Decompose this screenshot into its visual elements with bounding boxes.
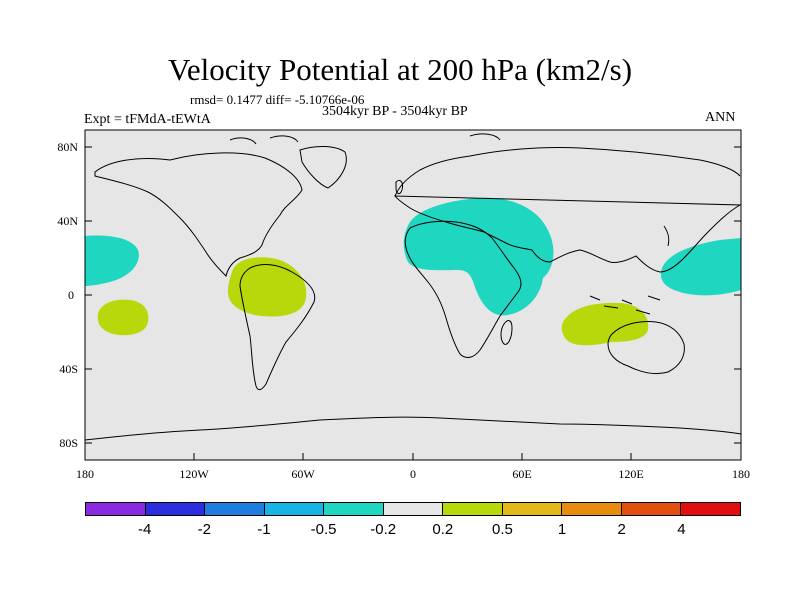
- cyan-region-west-pacific: [660, 238, 741, 296]
- colorbar-label: -0.2: [370, 521, 397, 538]
- colorbar-box-2: [205, 503, 265, 515]
- colorbar-box-10: [681, 503, 741, 515]
- coast-africa: [404, 220, 522, 358]
- colorbar-box-4: [324, 503, 384, 515]
- colorbar: [85, 502, 741, 516]
- colorbar-label: -2: [197, 521, 211, 538]
- colorbar-label: -1: [257, 521, 271, 538]
- colorbar-box-1: [145, 503, 206, 515]
- colorbar-box-6: [443, 503, 503, 515]
- lime-region-south-america: [228, 257, 307, 317]
- colorbar-label: 1: [557, 521, 567, 538]
- coast-greenland: [299, 146, 347, 189]
- cyan-region-east-pacific: [85, 235, 139, 286]
- lat-label-0: 0: [68, 288, 74, 302]
- coast-south-america: [239, 264, 316, 391]
- coast-uk: [395, 179, 403, 195]
- stats-text: rmsd= 0.1477 diff= -5.10766e-06: [190, 92, 365, 107]
- lat-label-40n: 40N: [57, 214, 78, 228]
- coast-eurasia: [393, 146, 742, 273]
- colorbar-box-3: [264, 503, 325, 515]
- lon-label-180e: 180: [732, 467, 750, 481]
- season-label: ANN: [705, 110, 736, 125]
- colorbar-label: -4: [137, 521, 152, 538]
- lat-label-80s: 80S: [59, 436, 78, 450]
- colorbar-label: 2: [617, 521, 626, 538]
- colorbar-box-0: [86, 503, 146, 515]
- period-label: 3504kyr BP - 3504kyr BP: [322, 104, 468, 119]
- colorbar-box-5: [383, 503, 444, 515]
- coastlines: [84, 133, 742, 441]
- cyan-region-africa-asia: [403, 197, 554, 316]
- coast-australia: [607, 321, 685, 375]
- coast-antarctica: [84, 416, 742, 441]
- colorbar-label: 0.2: [432, 521, 454, 538]
- lon-label-180w: 180: [76, 467, 94, 481]
- colorbar-label: -0.5: [310, 521, 337, 538]
- lon-label-0: 0: [410, 467, 416, 481]
- coast-madagascar: [500, 320, 513, 345]
- negative-anomaly-regions: [85, 197, 741, 316]
- positive-anomaly-regions: [97, 257, 649, 346]
- colorbar-label: 4: [677, 521, 686, 538]
- lon-label-120e: 120E: [618, 467, 643, 481]
- experiment-label: Expt = tFMdA-tEWtA: [84, 112, 211, 127]
- colorbar-box-8: [562, 503, 622, 515]
- lime-region-central-pacific: [97, 299, 149, 336]
- coast-japan: [663, 225, 670, 247]
- coast-north-america: [94, 152, 303, 277]
- plot-title: Velocity Potential at 200 hPa (km2/s): [167, 52, 633, 87]
- axis-ticks: [84, 146, 742, 460]
- map-background: [85, 130, 741, 460]
- lat-label-40s: 40S: [59, 362, 78, 376]
- coast-arctic-islands: [229, 133, 501, 145]
- lon-label-120w: 120W: [179, 467, 209, 481]
- lime-region-maritime: [561, 302, 649, 346]
- lon-label-60w: 60W: [291, 467, 315, 481]
- lon-label-60e: 60E: [512, 467, 531, 481]
- colorbar-box-9: [621, 503, 682, 515]
- coast-maritime-continent: [589, 295, 661, 315]
- lat-label-80n: 80N: [57, 140, 78, 154]
- colorbar-label: 0.5: [492, 521, 513, 538]
- colorbar-box-7: [502, 503, 563, 515]
